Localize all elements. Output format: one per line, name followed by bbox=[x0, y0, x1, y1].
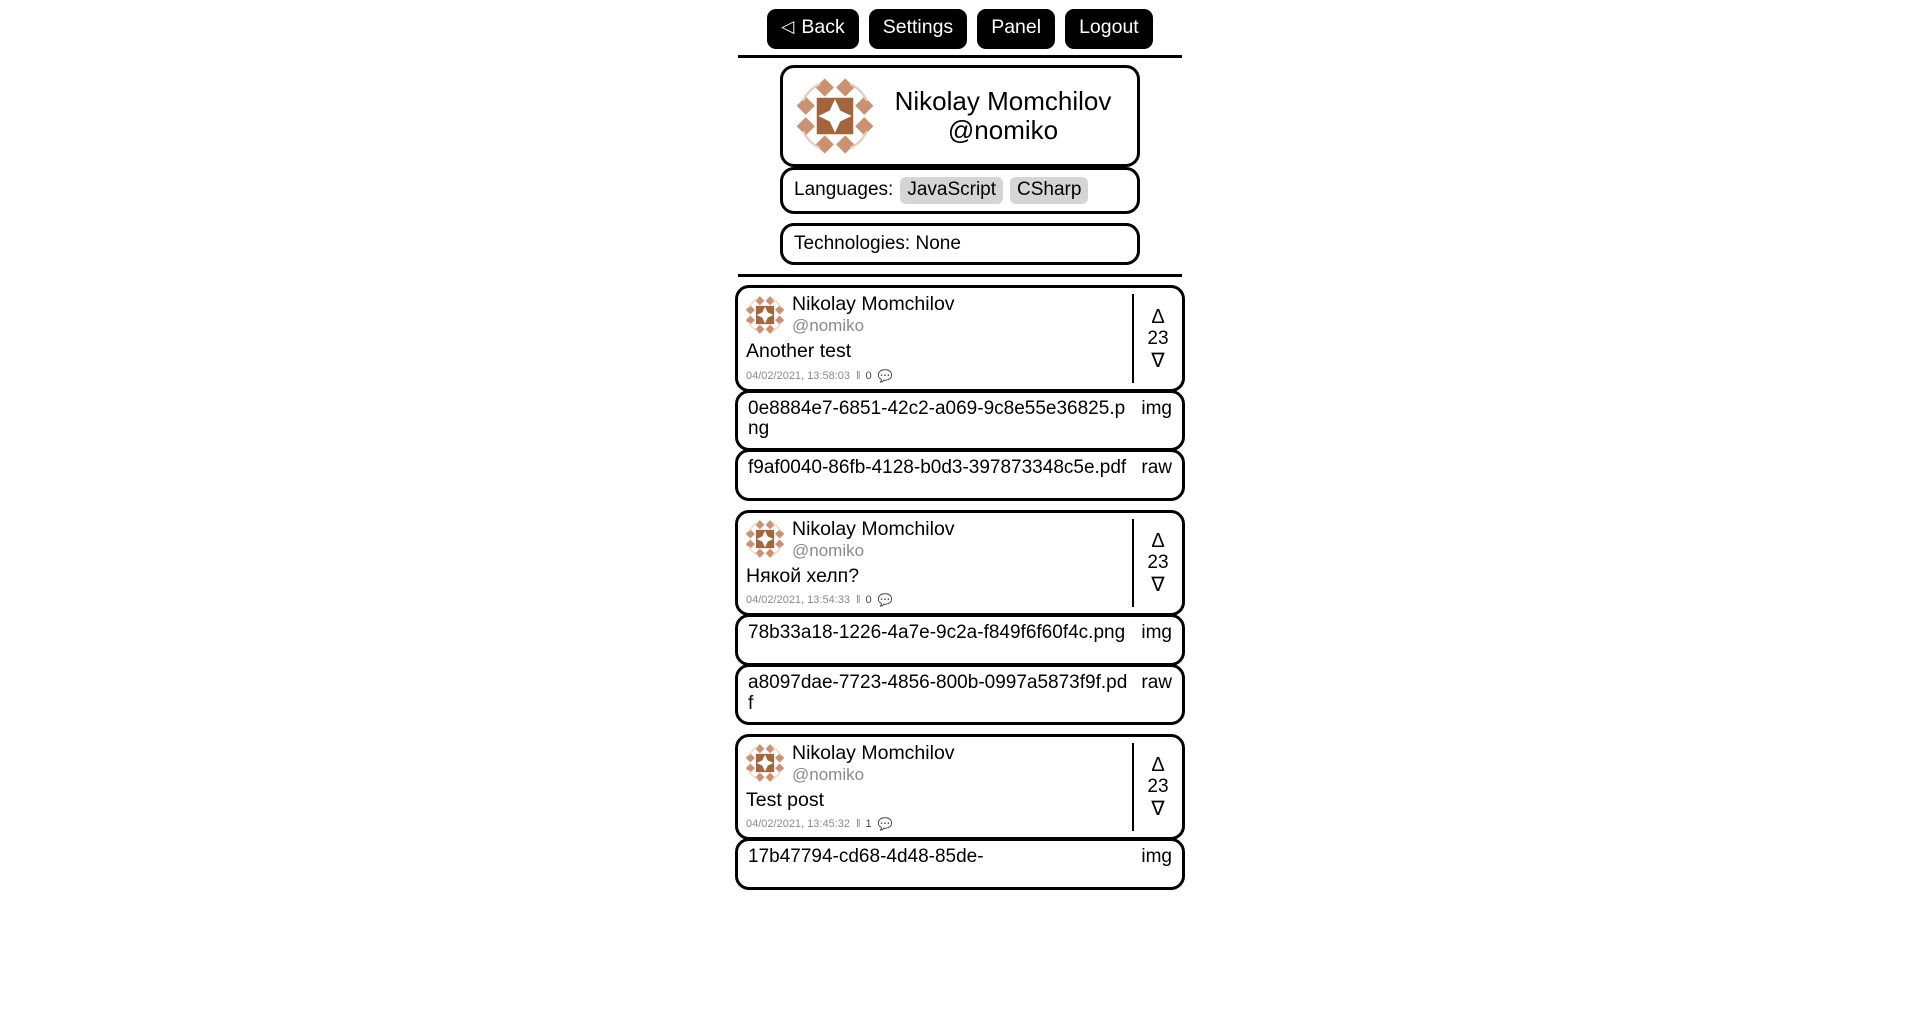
post-body: Nikolay Momchilov @nomiko Някой хелп? 04… bbox=[745, 517, 1132, 607]
language-chip-csharp[interactable]: CSharp bbox=[1010, 176, 1089, 205]
feed-divider bbox=[738, 274, 1182, 278]
post-title[interactable]: Някой хелп? bbox=[746, 564, 860, 587]
post-card[interactable]: Nikolay Momchilov @nomiko Някой хелп? 04… bbox=[735, 509, 1185, 617]
post-card[interactable]: Nikolay Momchilov @nomiko Test post 04/0… bbox=[735, 734, 1185, 841]
vote-column: Δ 23 ∇ bbox=[1132, 518, 1182, 608]
attachment-row[interactable]: 17b47794-cd68-4d48-85de- img bbox=[735, 838, 1185, 891]
post-comment-count: 0 bbox=[865, 594, 872, 607]
technologies-label: Technologies: None bbox=[794, 233, 961, 255]
post-feed: Nikolay Momchilov @nomiko Another test 0… bbox=[735, 285, 1185, 891]
upvote-icon[interactable]: Δ bbox=[1151, 305, 1165, 328]
post-card[interactable]: Nikolay Momchilov @nomiko Another test 0… bbox=[735, 285, 1185, 392]
post-meta: 04/02/2021, 13:58:03 ‖ 0 💬 bbox=[746, 369, 1124, 383]
meta-separator-icon: ‖ bbox=[855, 369, 860, 382]
vote-score: 23 bbox=[1147, 776, 1169, 798]
post-identity: Nikolay Momchilov @nomiko bbox=[792, 517, 955, 560]
attachment-name: 78b33a18-1226-4a7e-9c2a-f849f6f60f4c.png bbox=[748, 622, 1126, 644]
post-header: Nikolay Momchilov @nomiko bbox=[745, 742, 1124, 784]
attachment-row[interactable]: 78b33a18-1226-4a7e-9c2a-f849f6f60f4c.png… bbox=[735, 614, 1185, 667]
attachment-kind: raw bbox=[1141, 672, 1172, 694]
post-comment-count: 0 bbox=[865, 369, 872, 382]
upvote-icon[interactable]: Δ bbox=[1151, 529, 1165, 552]
post-timestamp: 04/02/2021, 13:45:32 bbox=[746, 818, 850, 831]
post-body: Nikolay Momchilov @nomiko Another test 0… bbox=[745, 293, 1132, 383]
identicon-avatar-icon bbox=[796, 77, 874, 154]
downvote-icon[interactable]: ∇ bbox=[1151, 798, 1165, 821]
comment-icon: 💬 bbox=[877, 817, 893, 832]
settings-button-label: Settings bbox=[882, 16, 954, 38]
attachment-row[interactable]: 0e8884e7-6851-42c2-a069-9c8e55e36825.png… bbox=[735, 389, 1185, 451]
app-root: ◁ Back Settings Panel Logout bbox=[0, 0, 1920, 891]
post-identity: Nikolay Momchilov @nomiko bbox=[792, 742, 955, 784]
post-block: Nikolay Momchilov @nomiko Test post 04/0… bbox=[735, 734, 1185, 891]
profile-display-name: Nikolay Momchilov bbox=[894, 86, 1112, 117]
upvote-icon[interactable]: Δ bbox=[1151, 754, 1165, 777]
identicon-avatar-icon bbox=[745, 295, 785, 334]
profile-identity: Nikolay Momchilov @nomiko bbox=[883, 87, 1123, 143]
identicon-avatar-icon bbox=[745, 744, 785, 783]
language-chip-javascript[interactable]: JavaScript bbox=[900, 176, 1004, 205]
profile-card[interactable]: Nikolay Momchilov @nomiko bbox=[780, 64, 1140, 167]
post-author: Nikolay Momchilov bbox=[792, 517, 955, 540]
post-handle: @nomiko bbox=[792, 540, 865, 560]
attachment-row[interactable]: f9af0040-86fb-4128-b0d3-397873348c5e.pdf… bbox=[735, 448, 1185, 501]
attachment-kind: raw bbox=[1141, 456, 1172, 478]
meta-separator-icon: ‖ bbox=[855, 594, 860, 607]
profile-handle: @nomiko bbox=[947, 114, 1059, 145]
attachment-name: 17b47794-cd68-4d48-85de- bbox=[748, 846, 984, 868]
back-triangle-icon: ◁ bbox=[781, 17, 795, 37]
post-title[interactable]: Test post bbox=[746, 788, 825, 811]
post-author: Nikolay Momchilov bbox=[792, 293, 955, 316]
vote-column: Δ 23 ∇ bbox=[1132, 294, 1182, 383]
post-timestamp: 04/02/2021, 13:54:33 bbox=[746, 594, 850, 607]
top-nav: ◁ Back Settings Panel Logout bbox=[0, 0, 1920, 49]
post-comment-count: 1 bbox=[865, 818, 872, 831]
post-title[interactable]: Another test bbox=[746, 340, 852, 363]
logout-button-label: Logout bbox=[1079, 16, 1139, 38]
post-timestamp: 04/02/2021, 13:58:03 bbox=[746, 369, 850, 382]
post-identity: Nikolay Momchilov @nomiko bbox=[792, 293, 955, 336]
downvote-icon[interactable]: ∇ bbox=[1151, 349, 1165, 372]
post-author: Nikolay Momchilov bbox=[792, 742, 955, 765]
post-meta: 04/02/2021, 13:45:32 ‖ 1 💬 bbox=[746, 817, 1124, 831]
panel-button-label: Panel bbox=[991, 16, 1042, 38]
attachment-kind: img bbox=[1141, 846, 1172, 868]
languages-label: Languages: bbox=[794, 179, 894, 201]
back-button-label: Back bbox=[801, 16, 845, 38]
logout-button[interactable]: Logout bbox=[1065, 9, 1153, 49]
vote-column: Δ 23 ∇ bbox=[1132, 743, 1182, 832]
attachment-kind: img bbox=[1141, 397, 1172, 419]
post-body: Nikolay Momchilov @nomiko Test post 04/0… bbox=[745, 742, 1132, 831]
settings-button[interactable]: Settings bbox=[868, 9, 968, 49]
attachment-name: a8097dae-7723-4856-800b-0997a5873f9f.pdf bbox=[748, 672, 1128, 714]
attachment-name: f9af0040-86fb-4128-b0d3-397873348c5e.pdf bbox=[748, 456, 1127, 478]
post-block: Nikolay Momchilov @nomiko Another test 0… bbox=[735, 285, 1185, 501]
languages-card: Languages: JavaScript CSharp bbox=[780, 166, 1140, 215]
nav-divider bbox=[738, 54, 1182, 58]
back-button[interactable]: ◁ Back bbox=[767, 9, 859, 49]
post-handle: @nomiko bbox=[792, 764, 865, 784]
post-header: Nikolay Momchilov @nomiko bbox=[745, 293, 1124, 336]
comment-icon: 💬 bbox=[877, 593, 893, 608]
attachment-name: 0e8884e7-6851-42c2-a069-9c8e55e36825.png bbox=[748, 397, 1126, 440]
vote-score: 23 bbox=[1147, 327, 1169, 349]
attachment-row[interactable]: a8097dae-7723-4856-800b-0997a5873f9f.pdf… bbox=[735, 664, 1185, 726]
identicon-avatar-icon bbox=[745, 520, 785, 559]
meta-separator-icon: ‖ bbox=[855, 818, 860, 831]
downvote-icon[interactable]: ∇ bbox=[1151, 573, 1165, 596]
comment-icon: 💬 bbox=[877, 368, 893, 383]
post-meta: 04/02/2021, 13:54:33 ‖ 0 💬 bbox=[746, 593, 1124, 607]
technologies-card: Technologies: None bbox=[780, 223, 1140, 266]
panel-button[interactable]: Panel bbox=[977, 9, 1056, 49]
attachment-kind: img bbox=[1141, 622, 1172, 644]
vote-score: 23 bbox=[1147, 551, 1169, 573]
post-header: Nikolay Momchilov @nomiko bbox=[745, 517, 1124, 560]
post-handle: @nomiko bbox=[792, 316, 865, 336]
post-block: Nikolay Momchilov @nomiko Някой хелп? 04… bbox=[735, 509, 1185, 726]
